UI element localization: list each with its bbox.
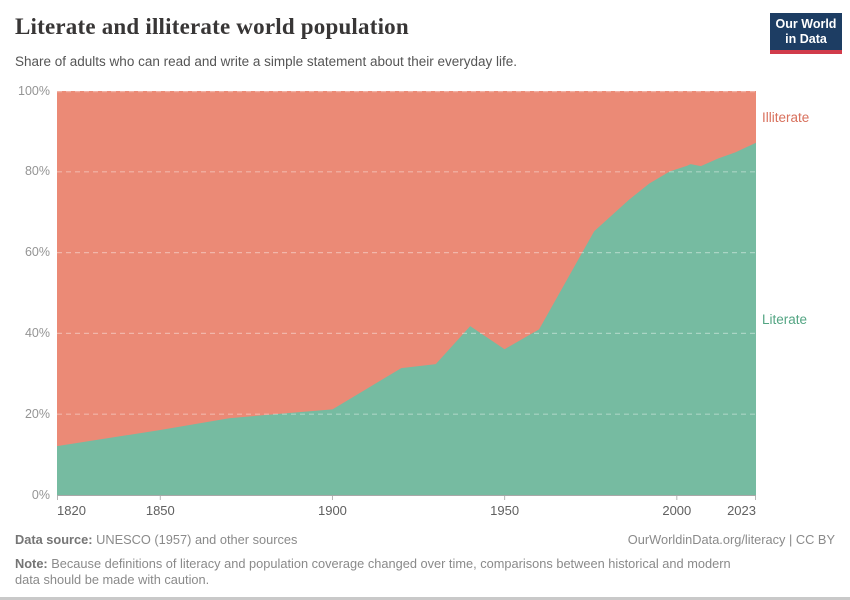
owid-logo-line2: in Data (785, 32, 827, 46)
page-title: Literate and illiterate world population (15, 14, 409, 39)
footer: Data source: UNESCO (1957) and other sou… (15, 532, 835, 547)
data-source: Data source: UNESCO (1957) and other sou… (15, 532, 297, 547)
x-tick-label-1950: 1950 (490, 503, 520, 518)
y-tick-label-20pct: 20% (24, 406, 50, 421)
data-source-text: UNESCO (1957) and other sources (92, 532, 298, 547)
y-tick-label-80pct: 80% (24, 164, 50, 179)
y-tick-label-40pct: 40% (24, 325, 50, 340)
x-tick-label-1820: 1820 (57, 503, 86, 518)
y-tick-label-60pct: 60% (24, 245, 50, 260)
x-tick-label-1900: 1900 (317, 503, 347, 518)
y-tick-label-100pct: 100% (18, 83, 50, 98)
data-source-label: Data source: (15, 532, 93, 547)
owid-logo-line1: Our World (775, 17, 837, 31)
series-label-literate: Literate (762, 312, 808, 327)
x-tick-label-2000: 2000 (662, 503, 692, 518)
footnote-label: Note: (15, 556, 48, 571)
license-link[interactable]: OurWorldinData.org/literacy | CC BY (627, 532, 835, 547)
stacked-area-plot[interactable] (57, 91, 756, 505)
x-tick-label-1850: 1850 (145, 503, 175, 518)
footnote: Note: Because definitions of literacy an… (15, 556, 757, 587)
owid-logo: Our World in Data (770, 13, 842, 54)
y-tick-label-0pct: 0% (31, 487, 50, 502)
footnote-text: Because definitions of literacy and popu… (15, 556, 731, 587)
chart-subtitle: Share of adults who can read and write a… (15, 54, 518, 69)
literate-area[interactable] (57, 142, 756, 495)
x-tick-label-2023: 2023 (727, 503, 756, 518)
series-label-illiterate: Illiterate (762, 110, 810, 125)
